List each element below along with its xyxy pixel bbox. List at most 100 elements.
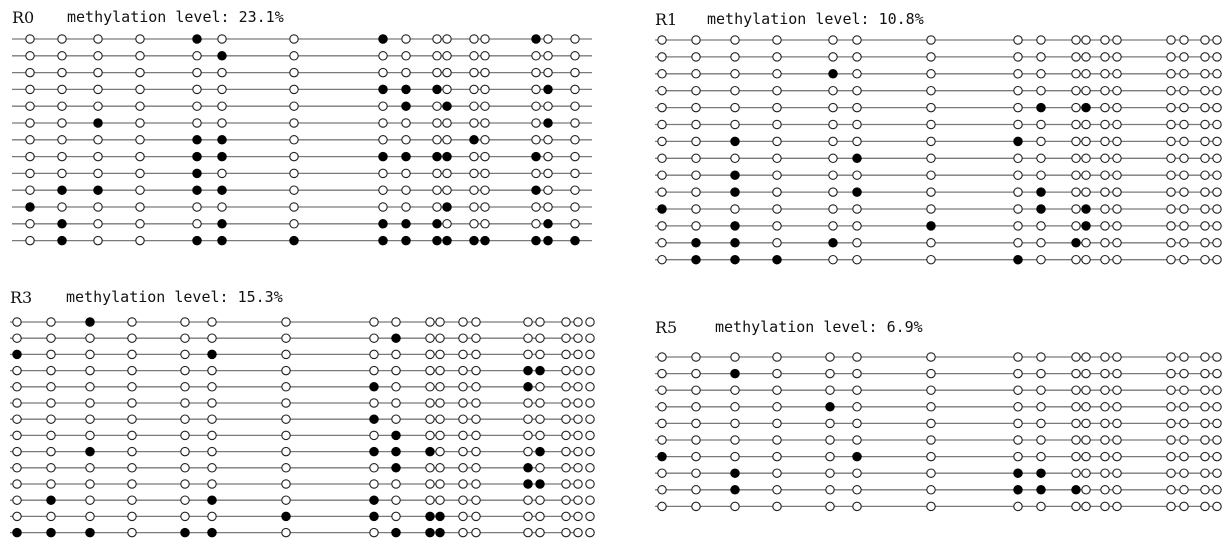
unmethylated-cpg-dot: [1071, 468, 1081, 478]
unmethylated-cpg-dot: [471, 365, 481, 376]
unmethylated-cpg-dot: [289, 101, 299, 111]
unmethylated-cpg-dot: [543, 202, 553, 212]
unmethylated-cpg-dot: [289, 219, 299, 229]
unmethylated-cpg-dot: [192, 84, 202, 95]
unmethylated-cpg-dot: [1071, 418, 1081, 429]
unmethylated-cpg-dot: [852, 435, 862, 445]
unmethylated-cpg-dot: [435, 414, 445, 424]
methylated-cpg-dot: [523, 479, 533, 489]
unmethylated-cpg-dot: [12, 382, 22, 392]
unmethylated-cpg-dot: [12, 365, 22, 376]
methylated-cpg-dot: [192, 34, 202, 44]
methylated-cpg-dot: [523, 382, 533, 392]
unmethylated-cpg-dot: [57, 135, 67, 145]
unmethylated-cpg-dot: [432, 118, 442, 128]
unmethylated-cpg-dot: [1100, 435, 1110, 445]
unmethylated-cpg-dot: [85, 382, 95, 392]
unmethylated-cpg-dot: [531, 135, 541, 145]
unmethylated-cpg-dot: [471, 511, 481, 522]
unmethylated-cpg-dot: [435, 495, 445, 505]
unmethylated-cpg-dot: [1179, 136, 1189, 147]
unmethylated-cpg-dot: [1071, 35, 1081, 45]
unmethylated-cpg-dot: [570, 118, 580, 128]
methylated-cpg-dot: [1081, 102, 1091, 113]
unmethylated-cpg-dot: [1166, 35, 1176, 45]
unmethylated-cpg-dot: [1179, 119, 1189, 130]
unmethylated-cpg-dot: [926, 170, 936, 180]
unmethylated-cpg-dot: [435, 333, 445, 343]
unmethylated-cpg-dot: [1166, 352, 1176, 362]
unmethylated-cpg-dot: [1112, 52, 1122, 62]
unmethylated-cpg-dot: [657, 52, 667, 62]
unmethylated-cpg-dot: [378, 67, 388, 78]
methylated-cpg-dot: [378, 84, 388, 95]
unmethylated-cpg-dot: [1112, 204, 1122, 214]
unmethylated-cpg-dot: [730, 35, 740, 45]
unmethylated-cpg-dot: [469, 118, 479, 128]
unmethylated-cpg-dot: [1100, 402, 1110, 412]
unmethylated-cpg-dot: [1081, 153, 1091, 164]
unmethylated-cpg-dot: [1013, 238, 1023, 248]
unmethylated-cpg-dot: [1013, 153, 1023, 164]
unmethylated-cpg-dot: [135, 118, 145, 128]
unmethylated-cpg-dot: [127, 430, 137, 441]
methylated-cpg-dot: [93, 185, 103, 195]
unmethylated-cpg-dot: [458, 414, 468, 424]
unmethylated-cpg-dot: [1166, 221, 1176, 231]
unmethylated-cpg-dot: [435, 365, 445, 376]
methylated-cpg-dot: [570, 235, 580, 246]
unmethylated-cpg-dot: [1036, 451, 1046, 462]
unmethylated-cpg-dot: [289, 67, 299, 78]
unmethylated-cpg-dot: [1081, 385, 1091, 395]
methylated-cpg-dot: [691, 238, 701, 248]
unmethylated-cpg-dot: [1071, 119, 1081, 130]
unmethylated-cpg-dot: [543, 151, 553, 162]
unmethylated-cpg-dot: [378, 135, 388, 145]
methylated-cpg-dot: [730, 221, 740, 231]
methylated-cpg-dot: [926, 221, 936, 231]
unmethylated-cpg-dot: [458, 479, 468, 489]
methylated-cpg-dot: [531, 34, 541, 44]
unmethylated-cpg-dot: [730, 102, 740, 113]
unmethylated-cpg-dot: [432, 168, 442, 179]
unmethylated-cpg-dot: [691, 187, 701, 197]
unmethylated-cpg-dot: [772, 402, 782, 412]
methylated-cpg-dot: [378, 235, 388, 246]
unmethylated-cpg-dot: [1081, 451, 1091, 462]
methylated-cpg-dot: [217, 135, 227, 145]
unmethylated-cpg-dot: [442, 34, 452, 44]
unmethylated-cpg-dot: [207, 317, 217, 327]
unmethylated-cpg-dot: [1212, 238, 1222, 248]
unmethylated-cpg-dot: [691, 153, 701, 164]
unmethylated-cpg-dot: [1013, 385, 1023, 395]
unmethylated-cpg-dot: [369, 463, 379, 473]
unmethylated-cpg-dot: [1013, 170, 1023, 180]
methylated-cpg-dot: [543, 118, 553, 128]
unmethylated-cpg-dot: [289, 135, 299, 145]
unmethylated-cpg-dot: [1100, 85, 1110, 96]
unmethylated-cpg-dot: [730, 153, 740, 164]
unmethylated-cpg-dot: [1081, 485, 1091, 495]
methylated-cpg-dot: [217, 151, 227, 162]
unmethylated-cpg-dot: [1200, 451, 1210, 462]
unmethylated-cpg-dot: [369, 365, 379, 376]
unmethylated-cpg-dot: [926, 468, 936, 478]
unmethylated-cpg-dot: [135, 185, 145, 195]
methylated-cpg-dot: [192, 135, 202, 145]
unmethylated-cpg-dot: [1112, 368, 1122, 379]
unmethylated-cpg-dot: [657, 170, 667, 180]
cpg-grid: [10, 317, 595, 538]
unmethylated-cpg-dot: [378, 185, 388, 195]
unmethylated-cpg-dot: [207, 511, 217, 522]
unmethylated-cpg-dot: [207, 463, 217, 473]
methylated-cpg-dot: [378, 219, 388, 229]
unmethylated-cpg-dot: [57, 67, 67, 78]
unmethylated-cpg-dot: [657, 368, 667, 379]
unmethylated-cpg-dot: [585, 349, 595, 360]
unmethylated-cpg-dot: [1179, 352, 1189, 362]
unmethylated-cpg-dot: [1112, 102, 1122, 113]
methylated-cpg-dot: [531, 151, 541, 162]
unmethylated-cpg-dot: [207, 479, 217, 489]
unmethylated-cpg-dot: [289, 51, 299, 61]
unmethylated-cpg-dot: [180, 414, 190, 424]
